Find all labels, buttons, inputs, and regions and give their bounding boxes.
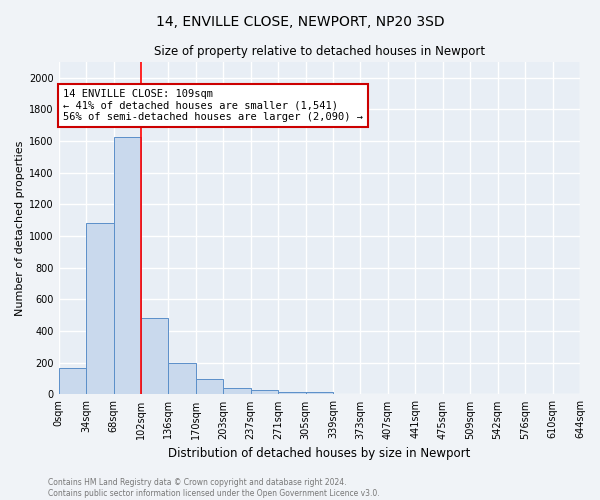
Bar <box>223 388 251 394</box>
Bar <box>169 363 196 394</box>
Bar <box>251 390 278 394</box>
Bar <box>59 368 86 394</box>
Bar <box>278 392 305 394</box>
Y-axis label: Number of detached properties: Number of detached properties <box>15 140 25 316</box>
Text: 14, ENVILLE CLOSE, NEWPORT, NP20 3SD: 14, ENVILLE CLOSE, NEWPORT, NP20 3SD <box>155 15 445 29</box>
Bar <box>305 392 333 394</box>
Text: 14 ENVILLE CLOSE: 109sqm
← 41% of detached houses are smaller (1,541)
56% of sem: 14 ENVILLE CLOSE: 109sqm ← 41% of detach… <box>63 89 363 122</box>
Bar <box>113 137 141 394</box>
Bar <box>141 318 169 394</box>
Bar <box>196 378 223 394</box>
Bar <box>86 224 113 394</box>
Title: Size of property relative to detached houses in Newport: Size of property relative to detached ho… <box>154 45 485 58</box>
X-axis label: Distribution of detached houses by size in Newport: Distribution of detached houses by size … <box>168 447 470 460</box>
Text: Contains HM Land Registry data © Crown copyright and database right 2024.
Contai: Contains HM Land Registry data © Crown c… <box>48 478 380 498</box>
